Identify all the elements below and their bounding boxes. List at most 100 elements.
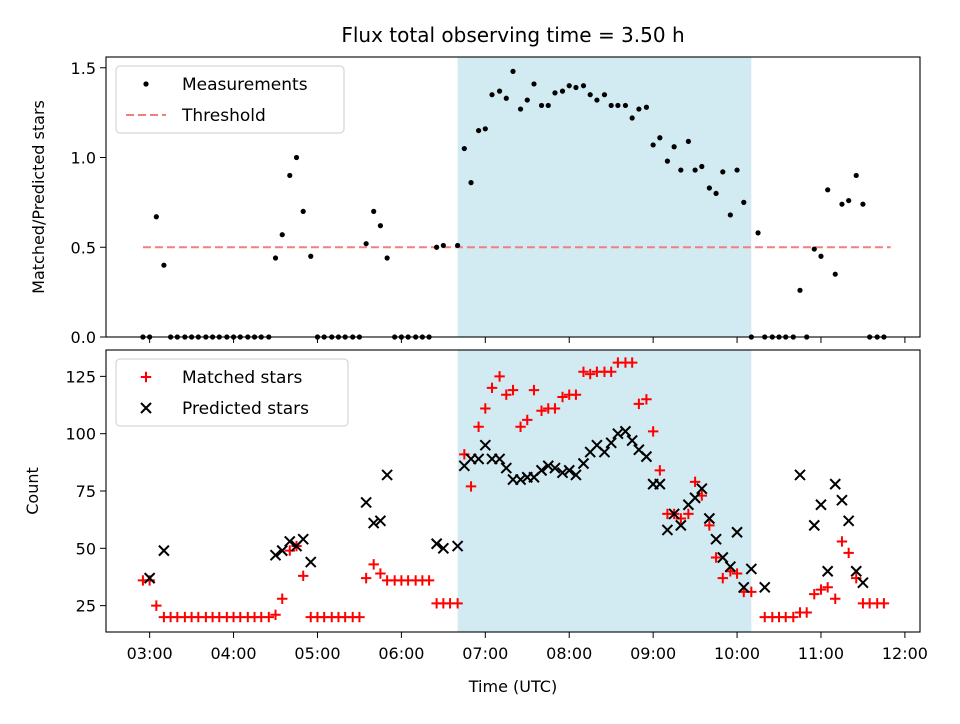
data-point: [654, 465, 666, 476]
data-point: [377, 223, 384, 229]
data-point: [578, 366, 589, 377]
data-point: [368, 559, 379, 570]
data-point: [549, 403, 561, 414]
plot-frame: [105, 56, 921, 338]
legend-label: Threshold: [181, 106, 266, 126]
data-point: [515, 421, 526, 433]
data-point: [580, 83, 587, 89]
data-point: [857, 576, 869, 589]
data-point: [689, 476, 701, 488]
data-point: [528, 384, 540, 396]
data-point: [284, 535, 296, 548]
data-point: [643, 104, 650, 110]
panel-count: 25 50 75 100 125 03:00 04:00 05:00 06:00 07:00 08:…: [23, 349, 928, 663]
data-point: [797, 287, 803, 293]
data-point: [563, 464, 575, 477]
data-point: [741, 199, 747, 205]
data-point: [626, 357, 638, 368]
data-point: [557, 391, 568, 403]
data-point: [452, 598, 463, 609]
legend-box: [115, 358, 349, 427]
data-point: [287, 172, 293, 179]
data-point: [622, 102, 629, 109]
data-point: [731, 526, 743, 538]
data-point: [647, 426, 659, 437]
data-point: [263, 611, 274, 623]
data-point: [276, 544, 288, 557]
data-point: [451, 540, 464, 552]
data-point: [384, 255, 390, 261]
data-point: [440, 242, 446, 249]
data-point: [860, 201, 866, 207]
y-tick-label: 100: [65, 425, 96, 444]
data-point: [522, 414, 533, 426]
data-point: [794, 469, 806, 481]
data-point: [815, 499, 827, 511]
data-point: [821, 565, 834, 577]
data-point: [585, 368, 596, 380]
x-tick-label: 10:00: [714, 644, 760, 663]
series-predicted-stars: [143, 425, 869, 594]
y-tick-label: 0.5: [71, 238, 96, 257]
data-point: [538, 102, 545, 109]
data-point: [374, 515, 387, 527]
data-point: [727, 212, 733, 218]
y-tick-label: 25: [76, 597, 96, 616]
data-point: [455, 242, 461, 249]
legend-marker: [143, 81, 149, 87]
data-point: [720, 169, 726, 175]
y-axis-label: Count: [23, 467, 42, 515]
data-point: [829, 478, 841, 490]
legend-label: Matched stars: [182, 368, 302, 388]
data-point: [836, 494, 848, 506]
data-point: [699, 163, 705, 170]
data-point: [668, 508, 680, 520]
y-tick-label: 1.0: [71, 149, 96, 168]
data-point: [842, 515, 855, 527]
data-point: [608, 102, 614, 109]
data-point: [839, 201, 845, 207]
legend-label: Predicted stars: [182, 399, 309, 419]
data-point: [375, 568, 386, 579]
data-point: [363, 241, 369, 247]
data-point: [371, 208, 377, 214]
data-point: [305, 556, 317, 568]
data-point: [710, 552, 722, 563]
x-tick-label: 05:00: [294, 644, 340, 663]
data-point: [535, 464, 548, 477]
data-point: [678, 167, 684, 173]
data-point: [619, 425, 632, 438]
data-point: [434, 244, 440, 250]
data-point: [475, 127, 482, 134]
data-point: [570, 389, 582, 400]
data-point: [298, 570, 309, 582]
data-point: [308, 253, 314, 259]
data-point: [489, 92, 495, 98]
data-point: [598, 446, 611, 458]
x-tick-label: 12:00: [882, 644, 928, 663]
x-tick-label: 09:00: [630, 644, 676, 663]
y-tick-label: 75: [76, 482, 96, 501]
data-point: [473, 421, 484, 433]
data-point: [531, 81, 537, 87]
data-point: [524, 97, 530, 103]
data-point: [496, 88, 503, 94]
data-point: [300, 208, 306, 214]
data-point: [293, 154, 300, 161]
data-point: [683, 508, 694, 520]
data-point: [161, 262, 167, 268]
data-point: [510, 68, 516, 74]
y-tick-label: 125: [65, 367, 96, 386]
data-point: [465, 481, 477, 492]
data-point: [836, 536, 848, 547]
data-point: [640, 450, 653, 463]
data-point: [724, 560, 737, 573]
data-point: [657, 135, 663, 141]
data-point: [158, 544, 170, 557]
data-point: [494, 371, 505, 382]
y-axis-label: Matched/Predicted stars: [29, 100, 48, 294]
data-point: [500, 462, 512, 474]
data-point: [825, 187, 831, 193]
data-point: [587, 92, 593, 98]
data-point: [367, 517, 380, 529]
